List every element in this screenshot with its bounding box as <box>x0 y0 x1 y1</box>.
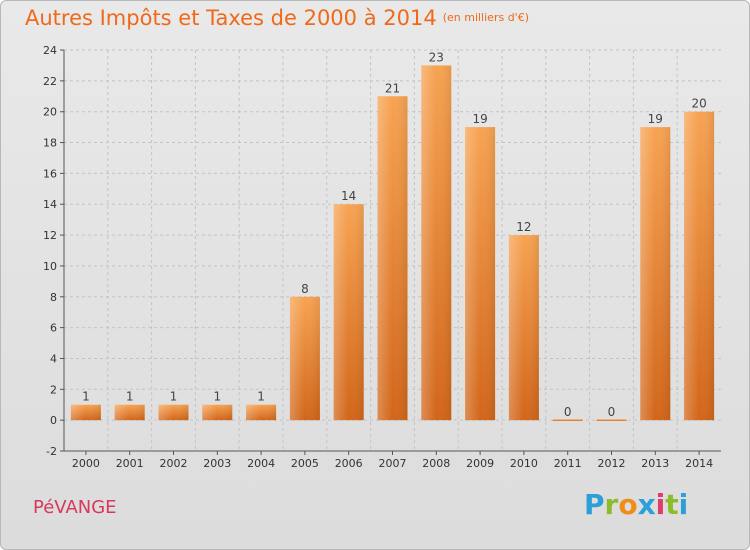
y-tick-label: 18 <box>43 137 57 150</box>
x-tick-label: 2011 <box>554 457 582 470</box>
bar-highlight <box>465 127 496 421</box>
bar-highlight <box>508 235 539 421</box>
y-tick-label: 2 <box>50 383 57 396</box>
data-label: 23 <box>429 50 444 64</box>
data-label: 20 <box>691 97 706 111</box>
bar-highlight <box>158 404 189 421</box>
x-tick-label: 2008 <box>422 457 450 470</box>
data-label: 19 <box>472 112 487 126</box>
y-tick-label: 8 <box>50 291 57 304</box>
bar-highlight <box>684 111 715 421</box>
data-label: 0 <box>608 405 616 419</box>
chart-title: Autres Impôts et Taxes de 2000 à 2014 (en… <box>25 6 529 30</box>
bar <box>552 419 583 421</box>
bar-highlight <box>377 96 408 421</box>
x-tick-label: 2000 <box>72 457 100 470</box>
data-label: 0 <box>564 405 572 419</box>
data-label: 12 <box>516 220 531 234</box>
x-tick-label: 2001 <box>116 457 144 470</box>
brand-letter: r <box>604 488 619 521</box>
y-tick-label: 20 <box>43 106 57 119</box>
y-tick-label: 24 <box>43 44 57 57</box>
chart-title-text: Autres Impôts et Taxes de 2000 à 2014 <box>25 6 437 30</box>
bar-highlight <box>70 404 101 421</box>
y-tick-label: 12 <box>43 229 57 242</box>
x-tick-label: 2012 <box>598 457 626 470</box>
x-tick-label: 2004 <box>247 457 275 470</box>
y-tick-label: 4 <box>50 352 57 365</box>
city-name: PéVANGE <box>33 497 117 518</box>
bar-highlight <box>202 404 233 421</box>
data-label: 21 <box>385 81 400 95</box>
bar <box>596 419 627 421</box>
data-label: 8 <box>301 282 309 296</box>
data-label: 1 <box>170 390 178 404</box>
bar-highlight <box>246 404 277 421</box>
brand-letter: i <box>678 488 689 521</box>
proxiti-logo: Proxiti <box>584 488 688 521</box>
data-label: 1 <box>257 390 265 404</box>
brand-letter: t <box>665 488 679 521</box>
x-tick-label: 2002 <box>160 457 188 470</box>
x-tick-label: 2007 <box>379 457 407 470</box>
y-tick-label: 16 <box>43 167 57 180</box>
data-label: 19 <box>648 112 663 126</box>
brand-letter: P <box>584 488 605 521</box>
x-tick-label: 2003 <box>203 457 231 470</box>
brand-letter: x <box>637 488 656 521</box>
bar-highlight <box>333 204 364 421</box>
x-tick-label: 2009 <box>466 457 494 470</box>
y-tick-label: 22 <box>43 75 57 88</box>
y-tick-label: 6 <box>50 322 57 335</box>
x-tick-label: 2014 <box>685 457 713 470</box>
x-tick-label: 2006 <box>335 457 363 470</box>
data-label: 1 <box>126 390 134 404</box>
bars <box>70 65 715 421</box>
data-labels: 1 1 1 1 1 8 14 21 23 19 12 0 0 19 20 <box>82 50 707 419</box>
bar-highlight <box>421 65 452 421</box>
x-tick-label: 2005 <box>291 457 319 470</box>
bar-highlight <box>640 127 671 421</box>
y-tick-label: 0 <box>50 414 57 427</box>
data-label: 1 <box>82 390 90 404</box>
brand-letter: i <box>655 488 666 521</box>
chart-unit: (en milliers d'€) <box>442 11 529 24</box>
x-tick-label: 2010 <box>510 457 538 470</box>
brand-letter: o <box>618 488 638 521</box>
bar-highlight <box>289 296 320 421</box>
y-tick-label: 14 <box>43 198 57 211</box>
y-tick-label: 10 <box>43 260 57 273</box>
data-label: 14 <box>341 189 356 203</box>
data-label: 1 <box>213 390 221 404</box>
x-tick-label: 2013 <box>641 457 669 470</box>
y-tick-label: -2 <box>46 445 57 458</box>
bar-highlight <box>114 404 145 421</box>
